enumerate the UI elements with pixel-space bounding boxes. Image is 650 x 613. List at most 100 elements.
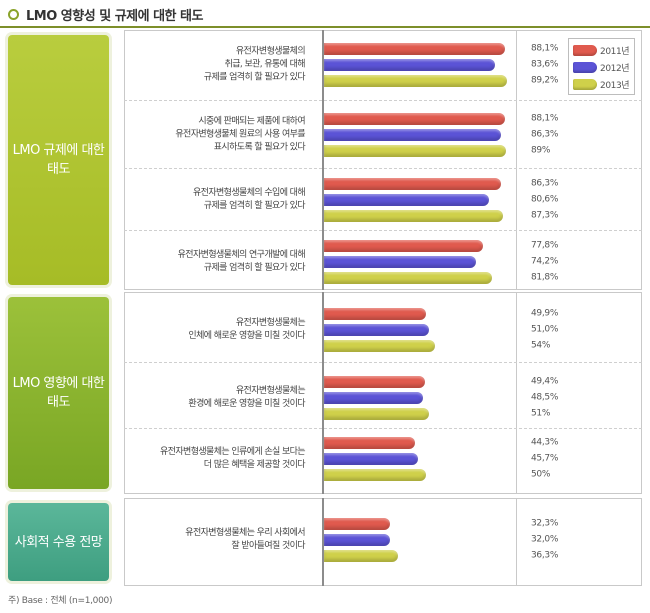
item-label-line: 유전자변형생물체는 인류에게 손실 보다는 [159, 447, 306, 457]
bar-7-2011년 [324, 437, 415, 449]
bar-value-label: 81,8% [531, 272, 559, 283]
bar-5-2013년 [324, 340, 435, 352]
bar-2-2013년 [324, 145, 506, 157]
row-separator-4 [124, 362, 642, 363]
bar-5-2012년 [324, 324, 429, 336]
item-label-line: 잘 받아들여질 것이다 [231, 541, 305, 551]
item-label-line: 유전자변형생물체 원료의 사용 여부를 [175, 129, 305, 140]
bar-4-2011년 [324, 240, 483, 252]
legend: 2011년 2012년 2013년 [568, 38, 635, 95]
row-separator-3 [124, 230, 642, 231]
bar-8-2013년 [324, 550, 398, 562]
bar-2-2012년 [324, 129, 501, 141]
bar-value-label: 86,3% [531, 129, 559, 140]
legend-swatch-2013 [573, 78, 597, 90]
bar-value-label: 54% [531, 340, 551, 351]
bar-value-label: 49,9% [531, 308, 559, 319]
bar-value-label: 44,3% [531, 437, 559, 448]
bar-8-2011년 [324, 518, 390, 530]
row-separator-1 [124, 100, 642, 101]
chart-title: LMO 영향성 및 규제에 대한 태도 [8, 4, 203, 24]
footnote: 주) Base : 전체 (n=1,000) [8, 596, 113, 606]
bar-value-label: 83,6% [531, 59, 559, 70]
legend-item-2011: 2011년 [573, 43, 630, 57]
item-label-line: 환경에 해로운 영향을 미칠 것이다 [188, 399, 305, 409]
section-border-1 [124, 30, 642, 290]
bar-value-label: 88,1% [531, 113, 559, 124]
bar-value-label: 36,3% [531, 550, 559, 561]
group-label-2: LMO 영향에 대한 태도 [8, 297, 109, 489]
item-label-line: 유전자변형생물체는 [235, 318, 306, 328]
item-label-line: 유전자변형생물체는 우리 사회에서 [185, 528, 305, 538]
bar-1-2013년 [324, 75, 507, 87]
bar-8-2012년 [324, 534, 390, 546]
legend-item-2012: 2012년 [573, 60, 630, 74]
item-label-line: 표시하도록 할 필요가 있다 [213, 142, 306, 153]
bar-1-2011년 [324, 43, 505, 55]
item-label-line: 유전자변형생물체의 연구개발에 대해 [177, 250, 306, 260]
bar-7-2012년 [324, 453, 418, 465]
bar-value-label: 51% [531, 408, 551, 419]
bar-6-2013년 [324, 408, 429, 420]
legend-item-2013: 2013년 [573, 77, 630, 91]
bar-value-label: 86,3% [531, 178, 559, 189]
value-column-divider-1 [516, 30, 517, 290]
legend-label-2011: 2011년 [600, 46, 630, 57]
bar-2-2011년 [324, 113, 505, 125]
bar-value-label: 89% [531, 145, 551, 156]
value-column-divider-3 [516, 498, 517, 586]
chart-title-text: LMO 영향성 및 규제에 대한 태도 [26, 8, 203, 24]
bar-3-2013년 [324, 210, 503, 222]
bar-4-2013년 [324, 272, 492, 284]
item-label-line: 인체에 해로운 영향을 미칠 것이다 [188, 331, 305, 341]
axis-line-3 [322, 498, 324, 586]
bar-7-2013년 [324, 469, 426, 481]
bar-value-label: 74,2% [531, 256, 559, 267]
bar-value-label: 77,8% [531, 240, 559, 251]
bar-value-label: 80,6% [531, 194, 559, 205]
bar-value-label: 50% [531, 469, 551, 480]
item-label-line: 시중에 판매되는 제품에 대하여 [198, 116, 305, 127]
item-label-line: 규제를 엄격히 할 필요가 있다 [203, 72, 306, 83]
item-label-line: 유전자변형생물체의 수입에 대해 [192, 188, 306, 198]
item-label-line: 규제를 엄격히 할 필요가 있다 [203, 201, 306, 211]
bar-value-label: 89,2% [531, 75, 559, 86]
section-border-2 [124, 292, 642, 494]
title-underline [0, 26, 650, 28]
bar-1-2012년 [324, 59, 495, 71]
item-label-line: 더 많은 혜택을 제공할 것이다 [203, 460, 306, 470]
row-separator-2 [124, 168, 642, 169]
title-bullet-icon [8, 8, 19, 20]
legend-swatch-2011 [573, 44, 597, 56]
bar-value-label: 49,4% [531, 376, 559, 387]
bar-value-label: 87,3% [531, 210, 559, 221]
group-label-3: 사회적 수용 전망 [8, 503, 109, 581]
bar-value-label: 48,5% [531, 392, 559, 403]
value-column-divider-2 [516, 292, 517, 494]
bar-value-label: 51,0% [531, 324, 559, 335]
bar-4-2012년 [324, 256, 476, 268]
group-label-1: LMO 규제에 대한 태도 [8, 35, 109, 285]
bar-6-2012년 [324, 392, 423, 404]
item-label-line: 취급, 보관, 유통에 대해 [224, 59, 306, 70]
axis-line-1 [322, 30, 324, 290]
bar-3-2011년 [324, 178, 501, 190]
axis-line-2 [322, 292, 324, 494]
legend-label-2012: 2012년 [600, 63, 630, 74]
legend-swatch-2012 [573, 61, 597, 73]
bar-6-2011년 [324, 376, 425, 388]
item-label-line: 규제를 엄격히 할 필요가 있다 [203, 263, 306, 273]
bar-value-label: 88,1% [531, 43, 559, 54]
section-border-3 [124, 498, 642, 586]
item-label-line: 유전자변형생물체의 [235, 46, 306, 57]
item-label-line: 유전자변형생물체는 [235, 386, 306, 396]
bar-value-label: 32,3% [531, 518, 559, 529]
bar-3-2012년 [324, 194, 489, 206]
